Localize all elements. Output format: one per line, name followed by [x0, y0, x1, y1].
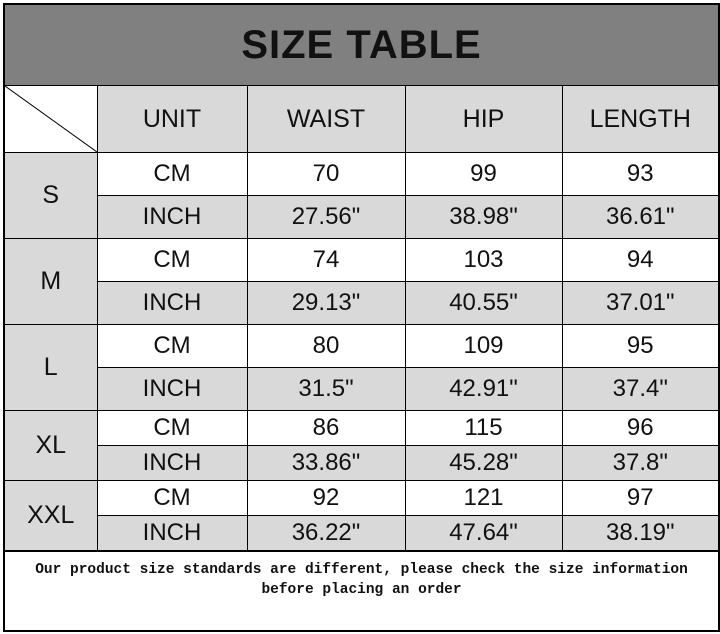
- length-cell: 94: [561, 238, 720, 282]
- header-unit: UNIT: [96, 85, 248, 153]
- length-cell: 95: [561, 324, 720, 368]
- hip-cell: 121: [404, 480, 563, 516]
- waist-cell: 86: [246, 410, 406, 446]
- unit-cell: CM: [96, 238, 248, 282]
- unit-cell: CM: [96, 410, 248, 446]
- table-row-inch: INCH 29.13" 40.55" 37.01": [4, 281, 720, 325]
- note-line-1: Our product size standards are different…: [35, 562, 688, 578]
- length-cell: 93: [561, 152, 720, 196]
- size-note: Our product size standards are different…: [2, 550, 720, 632]
- length-cell: 37.8": [561, 445, 720, 481]
- waist-cell: 92: [246, 480, 406, 516]
- size-label: L: [3, 324, 98, 411]
- hip-cell: 103: [404, 238, 563, 282]
- length-cell: 97: [561, 480, 720, 516]
- table-row-inch: INCH 36.22" 47.64" 38.19": [4, 515, 720, 552]
- size-label: XXL: [3, 480, 98, 552]
- note-line-2: before placing an order: [261, 582, 462, 598]
- size-table: SIZE TABLE UNIT WAIST HIP LENGTH S CM 70…: [2, 3, 720, 632]
- header-hip: HIP: [404, 85, 563, 153]
- table-row-inch: INCH 31.5" 42.91" 37.4": [4, 367, 720, 411]
- hip-cell: 99: [404, 152, 563, 196]
- waist-cell: 80: [246, 324, 406, 368]
- table-row-inch: INCH 33.86" 45.28" 37.8": [4, 445, 720, 481]
- waist-cell: 70: [246, 152, 406, 196]
- hip-cell: 40.55": [404, 281, 563, 325]
- length-cell: 37.4": [561, 367, 720, 411]
- size-label: XL: [3, 410, 98, 481]
- unit-cell: INCH: [96, 367, 248, 411]
- length-cell: 37.01": [561, 281, 720, 325]
- waist-cell: 74: [246, 238, 406, 282]
- hip-cell: 115: [404, 410, 563, 446]
- waist-cell: 31.5": [246, 367, 406, 411]
- hip-cell: 42.91": [404, 367, 563, 411]
- unit-cell: INCH: [96, 281, 248, 325]
- hip-cell: 109: [404, 324, 563, 368]
- unit-cell: INCH: [96, 445, 248, 481]
- unit-cell: CM: [96, 480, 248, 516]
- waist-cell: 27.56": [246, 195, 406, 239]
- diagonal-line-icon: [5, 86, 97, 152]
- unit-cell: CM: [96, 324, 248, 368]
- unit-cell: CM: [96, 152, 248, 196]
- table-row-cm: S CM 70 99 93: [3, 152, 720, 239]
- table-row-inch: INCH 27.56" 38.98" 36.61": [4, 195, 720, 239]
- header-length: LENGTH: [561, 85, 720, 153]
- waist-cell: 29.13": [246, 281, 406, 325]
- hip-cell: 45.28": [404, 445, 563, 481]
- table-row-cm: M CM 74 103 94: [3, 238, 720, 325]
- diagonal-corner-cell: [3, 85, 98, 153]
- length-cell: 96: [561, 410, 720, 446]
- table-row-cm: XL CM 86 115 96: [3, 410, 720, 481]
- waist-cell: 33.86": [246, 445, 406, 481]
- size-table-container: SIZE TABLE UNIT WAIST HIP LENGTH S CM 70…: [2, 3, 720, 632]
- unit-cell: INCH: [96, 515, 248, 552]
- table-row-cm: L CM 80 109 95: [3, 324, 720, 411]
- size-label: S: [3, 152, 98, 239]
- hip-cell: 38.98": [404, 195, 563, 239]
- size-label: M: [3, 238, 98, 325]
- header-waist: WAIST: [246, 85, 406, 153]
- table-row-cm: XXL CM 92 121 97: [3, 480, 720, 552]
- table-title: SIZE TABLE: [3, 3, 720, 86]
- unit-cell: INCH: [96, 195, 248, 239]
- length-cell: 36.61": [561, 195, 720, 239]
- waist-cell: 36.22": [246, 515, 406, 552]
- length-cell: 38.19": [561, 515, 720, 552]
- hip-cell: 47.64": [404, 515, 563, 552]
